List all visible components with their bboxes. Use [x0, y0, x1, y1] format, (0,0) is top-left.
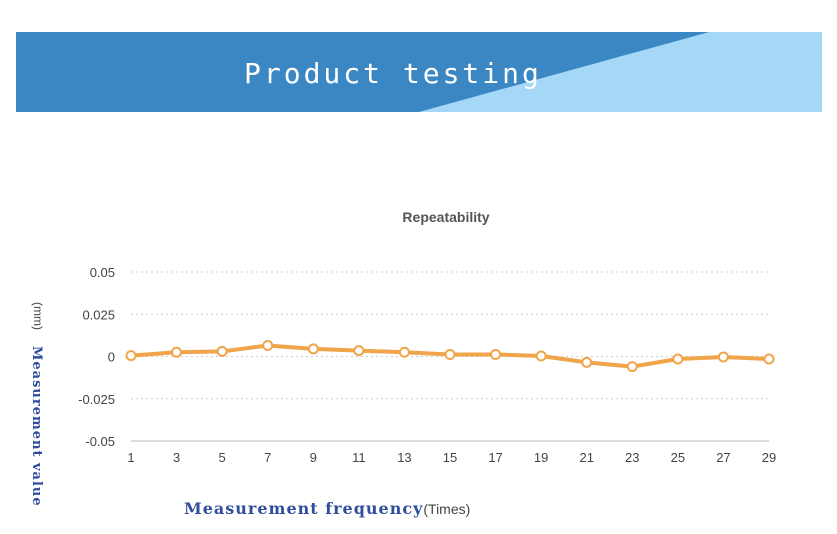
x-tick-label: 27	[716, 450, 730, 465]
x-tick-label: 3	[173, 450, 180, 465]
data-point	[353, 345, 365, 357]
data-point	[444, 348, 456, 360]
x-axis-unit: (Times)	[423, 501, 471, 517]
y-tick-label: 0.05	[90, 265, 115, 280]
y-axis-label-group: Measurement value	[29, 346, 44, 507]
y-tick-label: -0.025	[78, 392, 115, 407]
data-point	[125, 350, 137, 362]
header-banner: Product testing	[16, 32, 822, 112]
data-point	[581, 356, 593, 368]
x-tick-label: 29	[762, 450, 776, 465]
y-tick-label: -0.05	[85, 434, 115, 449]
data-point	[398, 346, 410, 358]
data-point	[490, 348, 502, 360]
x-tick-label: 15	[443, 450, 457, 465]
x-tick-labels: 1 3 5 7 9 11 13 15 17 19 21 23 25 27 29	[127, 450, 776, 465]
x-axis-label-group: Measurement frequency(Times)	[184, 499, 470, 518]
x-tick-label: 17	[488, 450, 502, 465]
x-tick-label: 23	[625, 450, 639, 465]
data-point	[626, 361, 638, 373]
data-point	[672, 353, 684, 365]
x-axis-label: Measurement frequency	[184, 499, 424, 518]
chart-title: Repeatability	[402, 209, 489, 225]
data-point	[535, 350, 547, 362]
x-tick-label: 7	[264, 450, 271, 465]
x-tick-label: 13	[397, 450, 411, 465]
x-tick-label: 19	[534, 450, 548, 465]
y-axis-unit: (mm)	[31, 302, 45, 330]
y-axis-unit-group: (mm)	[31, 302, 45, 330]
x-tick-label: 5	[219, 450, 226, 465]
x-tick-label: 11	[352, 450, 366, 465]
series-line-group	[125, 340, 775, 373]
y-tick-label: 0	[108, 350, 115, 365]
data-point	[763, 353, 775, 365]
y-tick-label: 0.025	[82, 307, 115, 322]
data-point	[171, 346, 183, 358]
data-point	[262, 340, 274, 352]
x-tick-label: 21	[579, 450, 593, 465]
banner-title: Product testing	[244, 57, 542, 90]
y-axis-label: Measurement value	[29, 346, 44, 507]
y-tick-labels: 0.05 0.025 0 -0.025 -0.05	[78, 265, 115, 449]
x-tick-label: 25	[671, 450, 685, 465]
data-point	[216, 345, 228, 357]
data-point	[717, 351, 729, 363]
data-point	[307, 343, 319, 355]
x-tick-label: 9	[310, 450, 317, 465]
grid-lines	[131, 271, 769, 442]
x-tick-label: 1	[127, 450, 134, 465]
